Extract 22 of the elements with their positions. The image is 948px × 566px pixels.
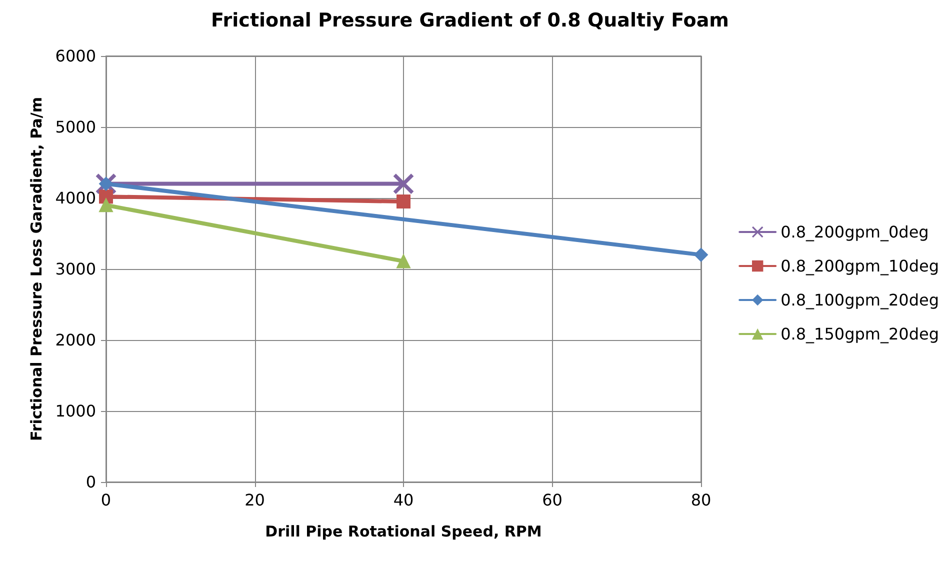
x-tick-label: 60	[542, 490, 562, 510]
y-tick-label: 3000	[55, 260, 96, 278]
y-tick-label: 4000	[55, 188, 96, 208]
y-tick-label: 0	[86, 472, 96, 492]
legend-label: 0.8_150gpm_20deg	[780, 324, 940, 344]
x-tick-label: 0	[100, 490, 112, 510]
point	[396, 194, 410, 209]
chart-title: Frictional Pressure Gradient of 0.8 Qualtiy Foam	[211, 10, 729, 32]
y-tick-label: 1000	[55, 402, 96, 420]
x-axis-title: Drill Pipe Rotational Speed, RPM	[265, 522, 542, 540]
legend-label: 0.8_200gpm_0deg	[780, 222, 929, 242]
y-axis-title: Frictional Pressure Loss Garadient, Pa/m	[28, 97, 46, 441]
y-tick-label: 2000	[55, 330, 96, 350]
legend-label: 0.8_100gpm_20deg	[780, 290, 940, 310]
y-tick-label: 6000	[55, 46, 96, 66]
point	[694, 248, 708, 262]
x-tick-label: 20	[244, 490, 265, 510]
legend-label: 0.8_200gpm_10deg	[780, 256, 940, 276]
y-tick-label: 5000	[55, 118, 96, 136]
x-tick-label: 80	[690, 490, 712, 510]
point	[394, 174, 414, 194]
x-tick-label: 40	[393, 490, 414, 510]
